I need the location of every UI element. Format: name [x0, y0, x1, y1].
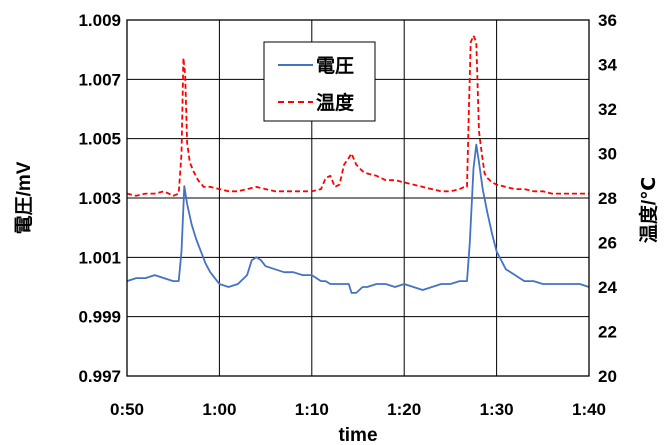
- y-left-tick-label: 1.001: [78, 248, 121, 267]
- y-right-tick-label: 30: [598, 145, 617, 164]
- y-right-tick-label: 34: [598, 56, 617, 75]
- x-axis-title: time: [338, 425, 377, 445]
- y-left-tick-label: 1.007: [78, 70, 121, 89]
- y-axis-left-title: 電圧/mV: [13, 161, 35, 234]
- legend-label-temperature: 温度: [316, 91, 355, 114]
- y-axis-right-title: 温度/℃: [637, 177, 660, 243]
- legend-box: [263, 41, 376, 122]
- y-left-tick-label: 1.005: [78, 130, 121, 149]
- y-right-tick-label: 22: [598, 323, 617, 342]
- y-left-tick-label: 0.999: [78, 308, 121, 327]
- y-left-tick-label: 0.997: [78, 367, 121, 386]
- series-line-temperature: [126, 34, 589, 197]
- y-right-tick-label: 20: [598, 367, 617, 386]
- x-tick-label: 1:00: [202, 400, 236, 419]
- y-left-tick-label: 1.009: [78, 11, 121, 30]
- x-tick-label: 1:20: [387, 400, 421, 419]
- tick-labels: 0:50 1:00 1:10 1:20 1:30 1:40 1.009 1.007 1.005 1…: [78, 11, 617, 419]
- series-lines: [126, 34, 590, 294]
- legend: 電圧 温度: [263, 41, 376, 122]
- y-right-tick-label: 26: [598, 234, 617, 253]
- x-tick-label: 1:40: [572, 400, 606, 419]
- y-right-tick-label: 28: [598, 189, 617, 208]
- x-tick-label: 0:50: [110, 400, 144, 419]
- y-left-tick-label: 1.003: [78, 189, 121, 208]
- x-tick-label: 1:30: [480, 400, 514, 419]
- legend-label-voltage: 電圧: [316, 55, 354, 77]
- y-right-tick-label: 36: [598, 11, 617, 30]
- x-tick-label: 1:10: [295, 400, 329, 419]
- series-line-voltage: [126, 143, 590, 294]
- y-right-tick-label: 24: [598, 278, 617, 297]
- plot-area-border: [126, 19, 590, 377]
- y-right-tick-label: 32: [598, 100, 617, 119]
